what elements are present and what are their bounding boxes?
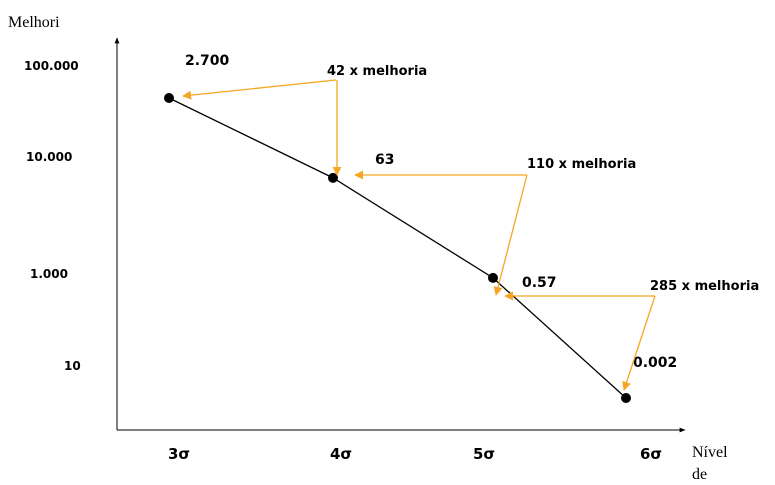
arrow-group-42x xyxy=(182,79,342,176)
y-axis-label: Melhori xyxy=(8,14,60,31)
arrow-to-3sigma xyxy=(182,79,337,100)
data-label: 0.57 xyxy=(522,275,557,291)
data-point xyxy=(621,393,631,403)
arrow-to-5sigma xyxy=(493,174,528,296)
y-tick-label: 10.000 xyxy=(26,150,72,164)
arrow-to-6sigma xyxy=(622,295,656,391)
x-axis-label-line-2: de xyxy=(692,466,707,483)
y-tick-label: 1.000 xyxy=(30,267,68,281)
y-tick-label: 100.000 xyxy=(24,59,79,73)
y-tick-label: 10 xyxy=(64,359,81,373)
improvement-annotation: 285 x melhoria xyxy=(650,279,759,294)
x-tick-label: 6σ xyxy=(640,445,662,463)
arrow-group-285x xyxy=(504,291,656,391)
data-label: 0.002 xyxy=(633,355,677,371)
data-point xyxy=(164,93,174,103)
x-axis-label-line-1: Nível xyxy=(692,444,728,461)
data-label: 2.700 xyxy=(185,53,230,69)
improvement-annotation: 110 x melhoria xyxy=(527,157,636,172)
improvement-annotation: 42 x melhoria xyxy=(327,64,427,79)
x-tick-label: 4σ xyxy=(330,445,352,463)
data-point xyxy=(488,272,498,283)
series-line xyxy=(168,97,627,399)
arrow-group-110x xyxy=(354,170,528,296)
x-tick-label: 3σ xyxy=(168,445,190,463)
data-label: 63 xyxy=(375,152,394,168)
x-tick-label: 5σ xyxy=(473,445,495,463)
